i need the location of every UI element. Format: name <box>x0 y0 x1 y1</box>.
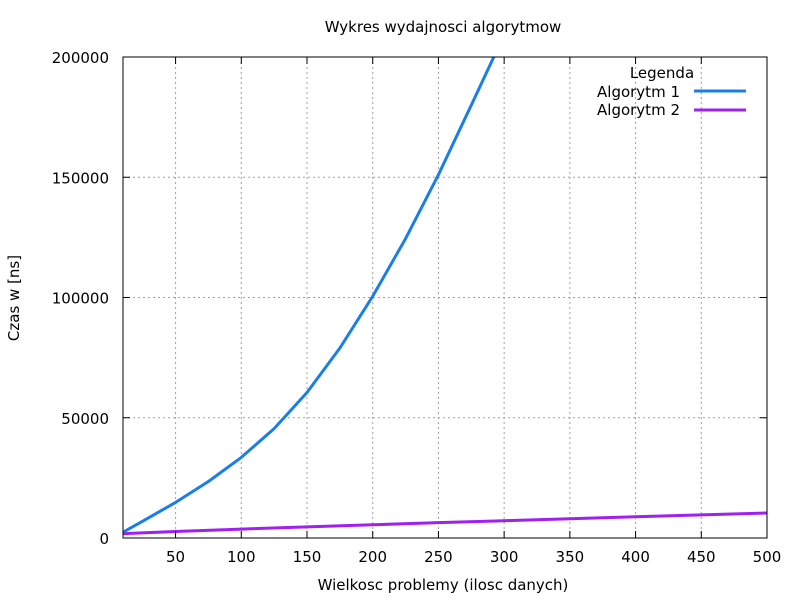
y-tick-label: 0 <box>99 530 109 548</box>
y-axis-label: Czas w [ns] <box>5 255 23 341</box>
x-tick-label: 500 <box>753 548 782 566</box>
series-lines <box>123 57 767 536</box>
x-tick-label: 50 <box>166 548 185 566</box>
x-tick-label: 150 <box>293 548 322 566</box>
legend-label-algorytm-2: Algorytm 2 <box>597 101 680 119</box>
y-tick-label: 50000 <box>61 410 109 428</box>
legend: Legenda Algorytm 1 Algorytm 2 <box>597 64 746 119</box>
series-line-algorytm-2 <box>123 511 767 536</box>
legend-label-algorytm-1: Algorytm 1 <box>597 83 680 101</box>
series-line-algorytm-1 <box>123 57 496 534</box>
x-tick-label: 300 <box>490 548 519 566</box>
x-tick-label: 400 <box>621 548 650 566</box>
legend-title: Legenda <box>630 64 694 82</box>
grid-lines <box>123 57 767 538</box>
x-tick-label: 100 <box>227 548 256 566</box>
y-tick-label: 200000 <box>52 49 109 67</box>
y-tick-label: 100000 <box>52 290 109 308</box>
x-tick-label: 250 <box>424 548 453 566</box>
x-tick-label: 450 <box>687 548 716 566</box>
x-axis-label: Wielkosc problemy (ilosc danych) <box>318 576 569 594</box>
y-tick-label: 150000 <box>52 169 109 187</box>
x-tick-label: 350 <box>556 548 585 566</box>
x-tick-label: 200 <box>358 548 387 566</box>
axis-ticks <box>123 56 768 539</box>
chart-title: Wykres wydajnosci algorytmow <box>325 18 562 36</box>
